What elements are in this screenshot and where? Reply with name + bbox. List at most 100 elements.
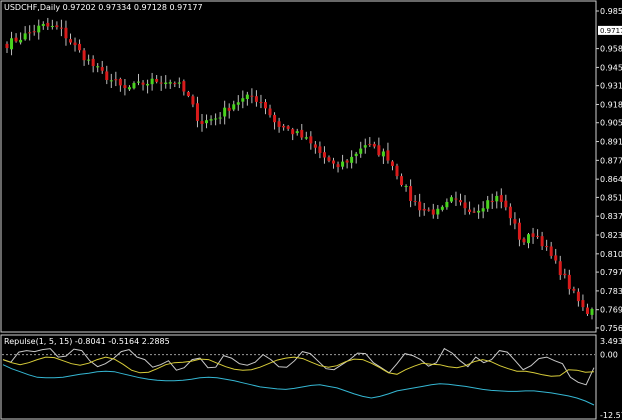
candle-body-bull xyxy=(146,83,150,86)
candle-body-bull xyxy=(363,145,367,148)
candle-body-bull xyxy=(50,26,54,28)
candle-body-bull xyxy=(214,118,218,120)
candle xyxy=(327,155,331,163)
candle xyxy=(390,160,394,171)
price-y-tick-label: 0.75660 xyxy=(600,324,622,333)
price-y-tick-label: 0.79700 xyxy=(600,268,622,277)
candle-body-bull xyxy=(109,80,113,82)
candle xyxy=(291,127,295,141)
candle xyxy=(440,205,444,212)
candle xyxy=(445,198,449,210)
oscillator-y-tick-label: 3.4931 xyxy=(600,337,622,346)
candle xyxy=(223,100,227,125)
candle xyxy=(517,218,521,247)
candle xyxy=(41,21,45,30)
candle-body-bear xyxy=(517,222,521,240)
candle-body-bull xyxy=(354,153,358,157)
oscillator-y-tick-label: 0.00 xyxy=(600,351,618,360)
candle xyxy=(155,75,159,84)
candle-body-bear xyxy=(123,85,127,89)
candle xyxy=(236,95,240,111)
candle-body-bear xyxy=(345,160,349,163)
candle-body-bear xyxy=(159,82,163,84)
candle xyxy=(259,94,263,109)
candle-body-bear xyxy=(309,136,313,144)
candle xyxy=(109,73,113,88)
candle-body-bear xyxy=(431,209,435,215)
candle xyxy=(558,255,562,280)
candle xyxy=(413,195,417,206)
price-y-tick-label: 0.76980 xyxy=(600,306,622,315)
candle-body-bull xyxy=(241,98,245,102)
candle xyxy=(350,150,354,169)
candle-body-bear xyxy=(395,165,399,177)
candle-body-bear xyxy=(254,96,258,102)
candle-body-bear xyxy=(558,261,562,275)
candle xyxy=(64,20,68,46)
candle-body-bull xyxy=(205,120,209,124)
candle xyxy=(531,227,535,244)
candle xyxy=(567,269,571,295)
candle-body-bear xyxy=(332,160,336,164)
candle-body-bull xyxy=(440,206,444,210)
candle-body-bear xyxy=(195,103,199,121)
candle xyxy=(508,203,512,226)
candle-body-bear xyxy=(581,300,585,308)
candle xyxy=(5,41,9,54)
candle-body-bear xyxy=(545,246,549,248)
candle xyxy=(23,26,27,41)
candle-body-bear xyxy=(400,176,404,186)
candle xyxy=(381,148,385,164)
candle-body-bear xyxy=(259,102,263,104)
price-y-tick-label: 0.85100 xyxy=(600,193,622,202)
candle-body-bear xyxy=(105,71,109,81)
candle-body-bull xyxy=(295,131,299,134)
candle-body-bear xyxy=(200,121,204,124)
candle xyxy=(105,65,109,85)
candle-body-bear xyxy=(155,78,159,82)
price-panel xyxy=(0,0,597,333)
candle-body-bear xyxy=(540,236,544,247)
oscillator-title: Repulse(1, 5, 15) -0.8041 -0.5164 2.2885 xyxy=(4,337,170,346)
candle xyxy=(345,159,349,169)
candle-body-bear xyxy=(327,157,331,161)
candle-body-bear xyxy=(372,143,376,147)
candle-body-bear xyxy=(554,255,558,261)
candle xyxy=(336,161,340,173)
candle-body-bear xyxy=(191,96,195,105)
candle-body-bear xyxy=(499,195,503,202)
candle-body-bear xyxy=(263,102,267,109)
price-y-tick-label: 0.83740 xyxy=(600,212,622,221)
candle xyxy=(554,248,558,264)
candle xyxy=(214,113,218,126)
candle xyxy=(527,232,531,249)
candle xyxy=(536,229,540,239)
candle xyxy=(404,184,408,192)
price-y-tick-label: 0.93180 xyxy=(600,82,622,91)
candle xyxy=(73,37,77,52)
candle-body-bear xyxy=(250,95,254,97)
candle-body-bear xyxy=(463,202,467,209)
oscillator-line-fast xyxy=(2,347,595,386)
candle xyxy=(277,117,281,133)
candle-body-bear xyxy=(422,208,426,211)
candle-body-bear xyxy=(46,22,50,27)
candle xyxy=(78,39,82,53)
candle xyxy=(146,79,150,94)
candle xyxy=(427,207,431,212)
candle-body-bull xyxy=(381,151,385,157)
candle-body-bull xyxy=(41,23,45,26)
candle xyxy=(50,19,54,30)
candle-body-bear xyxy=(386,150,390,161)
candle-body-bull xyxy=(495,195,499,202)
candle xyxy=(286,125,290,131)
candle xyxy=(123,79,127,96)
candle xyxy=(218,112,222,125)
candle-body-bear xyxy=(59,27,63,29)
candle-body-bull xyxy=(23,33,27,40)
candle-body-bear xyxy=(368,144,372,146)
candle-body-bull xyxy=(87,59,91,61)
candle xyxy=(250,88,254,104)
candlestick-series xyxy=(5,17,594,320)
candle xyxy=(159,75,163,91)
